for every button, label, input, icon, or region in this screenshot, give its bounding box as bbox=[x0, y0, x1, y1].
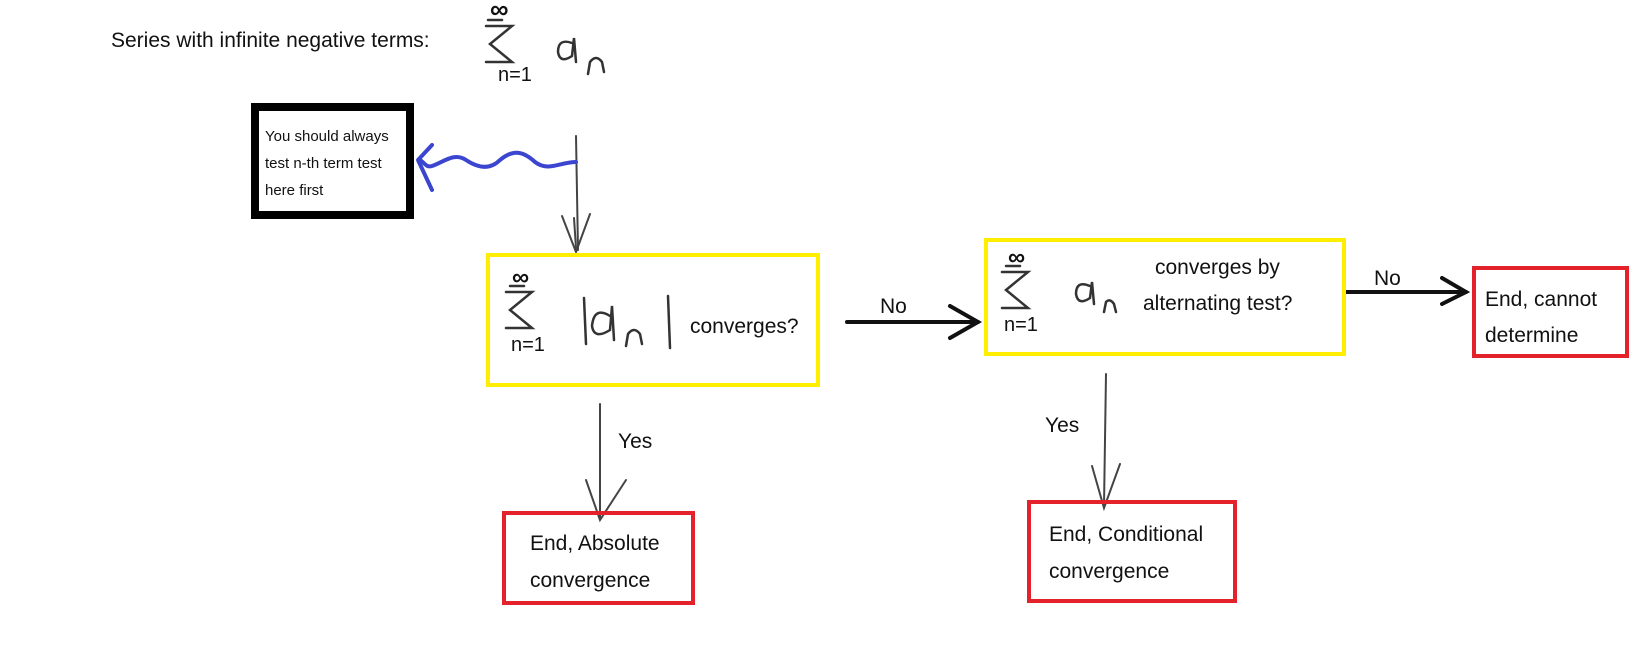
alt-test-box bbox=[984, 238, 1346, 356]
end-cannot-box: End, cannot determine bbox=[1472, 266, 1629, 358]
note-box: You should always test n-th term test he… bbox=[251, 103, 414, 219]
end-cannot-line-2: determine bbox=[1485, 324, 1579, 347]
abs-term-glyph bbox=[582, 294, 672, 350]
alt-yes-arrow bbox=[1091, 373, 1121, 512]
title-label: Series with infinite negative terms: bbox=[111, 29, 430, 52]
note-squiggle-arrow bbox=[416, 143, 578, 192]
title-sigma-icon bbox=[484, 18, 516, 64]
abs-sum-top: ∞ bbox=[512, 264, 530, 291]
abs-test-box bbox=[486, 253, 820, 387]
abs-sigma-icon bbox=[504, 284, 536, 330]
title-sum-top: ∞ bbox=[490, 0, 509, 24]
end-cannot-line-1: End, cannot bbox=[1485, 288, 1598, 311]
end-conditional-line-2: convergence bbox=[1049, 560, 1170, 583]
abs-question: converges? bbox=[690, 315, 799, 338]
title-term-glyph bbox=[556, 37, 606, 76]
alt-no-label: No bbox=[1374, 267, 1401, 290]
alt-sum-bottom: n=1 bbox=[1004, 314, 1038, 336]
alt-sigma-icon bbox=[1000, 264, 1032, 310]
alt-sum-top: ∞ bbox=[1008, 244, 1026, 271]
note-line-1: You should always bbox=[265, 128, 389, 145]
alt-yes-label: Yes bbox=[1045, 414, 1080, 437]
start-arrow bbox=[561, 135, 591, 255]
abs-yes-arrow bbox=[585, 403, 627, 523]
abs-yes-label: Yes bbox=[618, 430, 653, 453]
note-line-2: test n-th term test bbox=[265, 155, 382, 172]
end-absolute-line-1: End, Absolute bbox=[530, 532, 660, 555]
abs-no-label: No bbox=[880, 295, 907, 318]
title-sum-bottom: n=1 bbox=[498, 64, 532, 86]
note-line-3: here first bbox=[265, 182, 324, 199]
end-absolute-line-2: convergence bbox=[530, 569, 651, 592]
alt-question-line-1: converges by bbox=[1155, 256, 1280, 279]
abs-sum-bottom: n=1 bbox=[511, 334, 545, 356]
end-conditional-line-1: End, Conditional bbox=[1049, 523, 1204, 546]
alt-no-arrow bbox=[1344, 276, 1471, 306]
end-absolute-box: End, Absolute convergence bbox=[502, 511, 695, 605]
abs-no-arrow bbox=[845, 304, 983, 340]
end-conditional-box: End, Conditional convergence bbox=[1027, 500, 1237, 603]
alt-question-line-2: alternating test? bbox=[1143, 292, 1293, 315]
alt-term-glyph bbox=[1074, 281, 1118, 314]
